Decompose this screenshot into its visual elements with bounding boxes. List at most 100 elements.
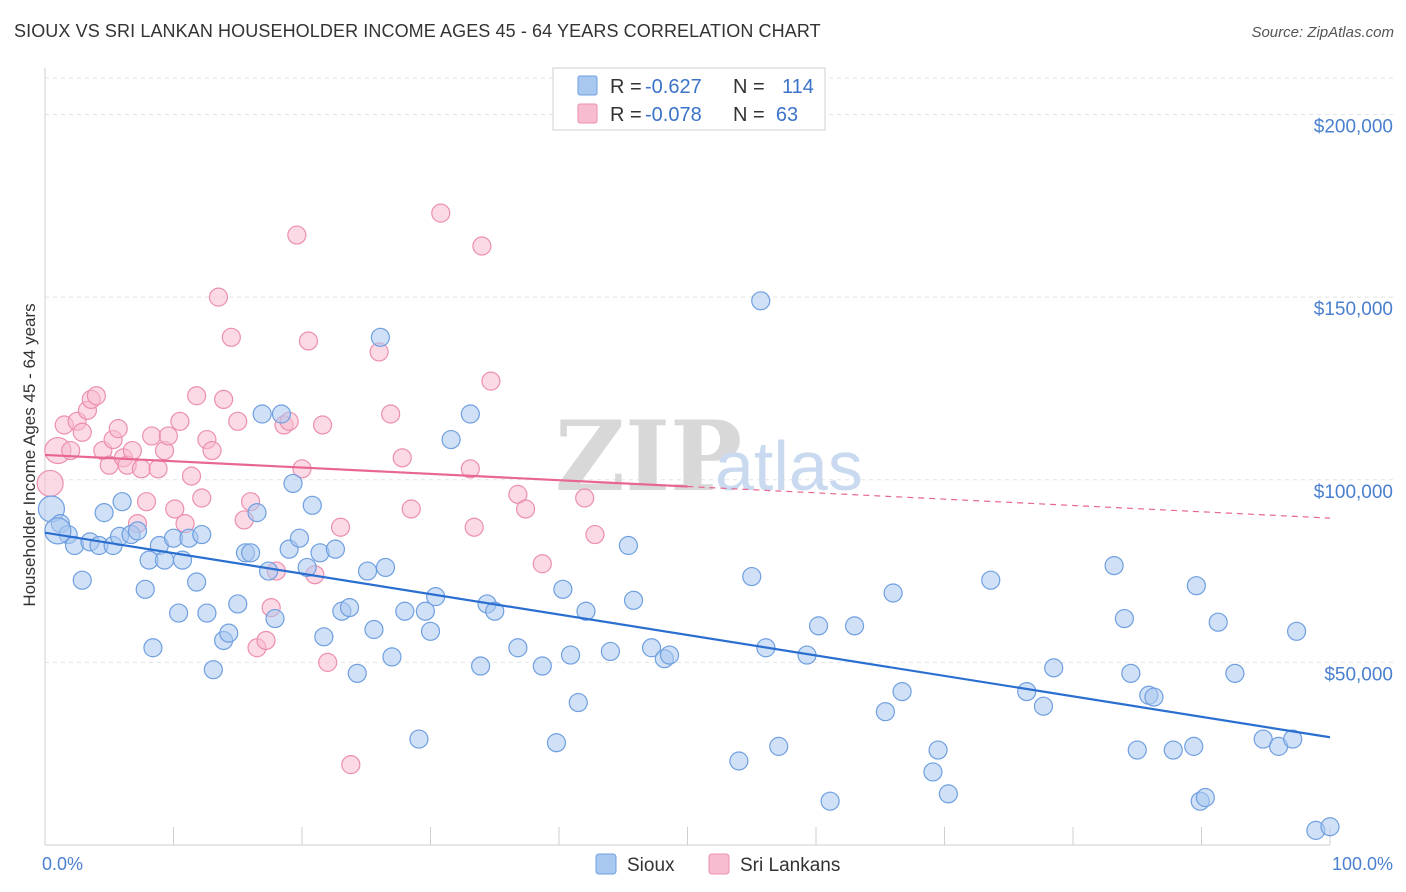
series-sioux-points [37,291,1340,840]
sioux-point [1195,787,1215,808]
sioux-point [187,572,207,592]
sioux-point [742,566,762,587]
sioux-point [532,656,552,676]
y-tick-label: $150,000 [1314,299,1393,320]
sioux-point [241,543,261,563]
sioux-point [1283,729,1303,749]
sioux-point [289,528,310,548]
srilankans-point [192,488,212,508]
sioux-point [370,327,390,347]
sioux-point [347,663,367,683]
sioux-point [409,729,429,749]
sioux-point [395,601,415,621]
srilankans-point [464,517,484,537]
sioux-point [1104,555,1124,576]
sioux-point [923,762,943,782]
srilankans-point [165,499,185,519]
sioux-point [339,597,360,618]
srilankans-point [170,411,190,431]
legend-n-value-srilankans: 63 [776,104,798,126]
sioux-point [197,603,217,623]
sioux-point [1184,736,1204,756]
sioux-point [769,736,789,756]
srilankans-point [136,492,157,512]
srilankans-point [158,426,178,446]
sioux-point [659,645,680,665]
y-axis-label: Householder Income Ages 45 - 64 years [20,303,39,606]
legend-n-label-sioux: N = [733,76,765,98]
srilankans-point [460,459,480,479]
trend-lines [44,453,1331,739]
srilankans-point [312,415,333,435]
sioux-point [1127,740,1147,760]
legend-swatch-srilankans [577,103,598,124]
srilankans-point [86,386,107,406]
sioux-point [844,616,865,636]
legend-r-value-srilankans: -0.078 [645,104,702,126]
chart-source: Source: ZipAtlas.com [1251,24,1394,41]
sioux-point [1186,576,1206,596]
legend-swatch-sioux [577,75,598,96]
sioux-point [112,492,132,512]
srilankans-point [298,331,319,351]
sioux-point [938,784,958,804]
sioux-trend-line [44,531,1331,739]
sioux-point [364,619,384,640]
series-srilankans-points [36,203,605,775]
watermark-atlas: atlas [715,427,863,505]
sioux-point [1033,696,1054,716]
grid-lines [45,77,1395,663]
srilankans-point [575,488,595,508]
bottom-legend-label-sioux: Sioux [627,855,675,876]
sioux-point [415,601,435,621]
sioux-point [808,616,829,636]
srilankans-point [142,426,162,446]
srilankans-point [148,459,168,479]
srilankans-point [181,466,202,486]
sioux-point [485,601,505,621]
sioux-point [546,733,567,753]
y-tick-labels: $50,000 $100,000 $150,000 $200,000 [1314,117,1393,686]
series-legend: Sioux Sri Lankans [595,853,840,876]
sioux-point [751,291,771,311]
sioux-point [1044,658,1064,678]
sioux-point [265,608,285,629]
srilankans-point [481,371,501,391]
srilankans-point [208,287,229,307]
sioux-point [228,594,248,614]
sioux-point [219,623,239,643]
sioux-point [623,590,644,610]
sioux-point [600,641,621,662]
x-tick-label-max: 100.0% [1332,854,1393,874]
sioux-point [471,656,491,676]
srilankans-point [532,554,552,574]
sioux-point [72,570,92,590]
srilankans-point [431,203,451,223]
bottom-legend-swatch-srilankans [708,853,730,875]
correlation-legend: R = -0.627 N = 114 R = -0.078 N = 63 [552,67,826,131]
srilankans-point [187,386,207,406]
sioux-point [357,561,378,581]
sioux-point [169,603,189,623]
sioux-point [1320,817,1340,837]
sioux-point [1286,621,1307,641]
srilankans-point [131,459,151,479]
srilankans-point [221,327,241,347]
srilankans-point [318,652,338,672]
sioux-point [420,621,441,641]
sioux-point [314,627,334,647]
sioux-point [1163,740,1183,760]
srilankans-point [330,517,351,537]
x-tick-labels: 0.0% 100.0% [42,854,1393,874]
sioux-point [883,583,903,603]
srilankans-point [108,419,128,439]
srilankans-point [228,411,248,431]
sioux-point [576,601,596,621]
sioux-point [928,740,948,760]
sioux-point [641,638,662,658]
sioux-point [618,535,638,556]
sioux-point [192,524,212,545]
sioux-point [875,702,895,722]
srilankans-point [287,225,307,245]
chart-title: SIOUX VS SRI LANKAN HOUSEHOLDER INCOME A… [14,21,821,41]
